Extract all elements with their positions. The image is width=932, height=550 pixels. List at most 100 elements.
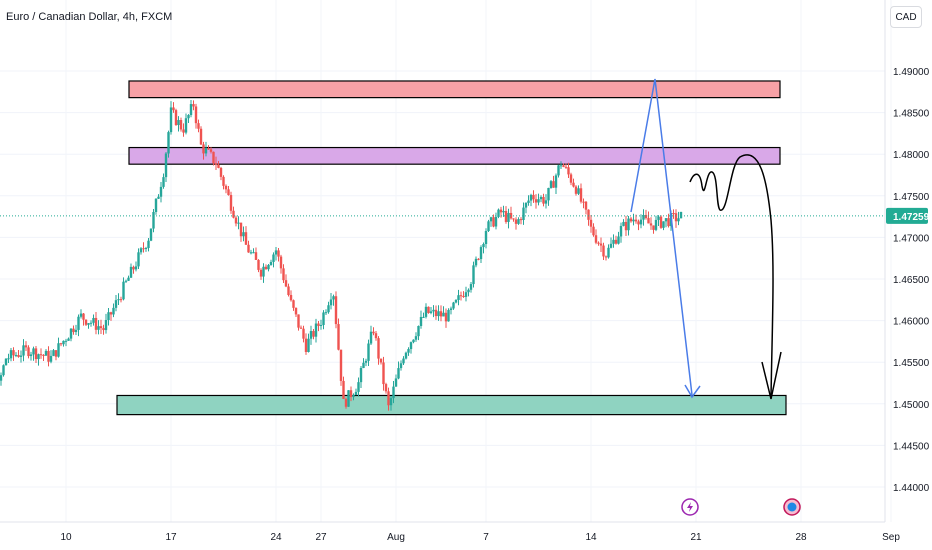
candle-body <box>312 331 315 337</box>
candle-body <box>539 196 543 200</box>
candle-body <box>47 350 50 362</box>
candle-body <box>564 166 568 168</box>
x-tick-label: 10 <box>60 532 72 543</box>
candle-body <box>597 242 600 244</box>
globe-event-icon[interactable] <box>783 498 801 516</box>
candle-body <box>194 106 198 124</box>
candle-body <box>137 252 140 267</box>
event-icons[interactable] <box>681 498 801 516</box>
candle-body <box>37 354 40 360</box>
candle-body <box>177 120 180 126</box>
candle-body <box>282 268 285 281</box>
candle-body <box>397 368 400 379</box>
candle-body <box>59 343 63 345</box>
candle-body <box>227 189 230 196</box>
candle-body <box>537 199 540 203</box>
candle-body <box>352 395 355 398</box>
currency-button[interactable]: CAD <box>890 6 922 28</box>
candle-body <box>279 256 283 269</box>
projection-arrow-blue[interactable] <box>630 78 693 396</box>
candle-body <box>607 247 610 258</box>
candle-body <box>592 226 595 236</box>
candle-body <box>382 362 385 385</box>
candle-body <box>119 299 123 301</box>
candle-body <box>239 222 243 237</box>
x-tick-label: 27 <box>315 532 327 543</box>
candle-body <box>504 211 508 222</box>
candle-body <box>544 200 548 204</box>
candle-body <box>604 256 608 258</box>
candle-body <box>224 185 228 190</box>
candle-body <box>89 322 93 324</box>
resistance-zone-top[interactable] <box>128 80 781 99</box>
candle-body <box>484 230 488 245</box>
candle-body <box>112 307 115 315</box>
candle-body <box>229 195 233 211</box>
candle-body <box>497 209 500 217</box>
y-tick-label: 1.47500 <box>893 192 930 203</box>
candle-body <box>277 250 280 257</box>
candle-body <box>514 219 518 224</box>
candle-body <box>404 352 408 359</box>
candle-body <box>252 252 255 254</box>
candle-body <box>532 194 535 200</box>
candle-body <box>27 347 30 357</box>
candle-body <box>649 223 653 226</box>
candle-body <box>469 284 473 290</box>
candle-body <box>154 198 158 212</box>
candle-body <box>609 243 613 248</box>
candle-body <box>637 221 640 225</box>
candle-body <box>664 218 668 222</box>
price-zones[interactable] <box>116 80 787 416</box>
x-tick-label: 17 <box>165 532 177 543</box>
candle-body <box>487 221 490 231</box>
support-zone-bottom[interactable] <box>116 394 787 416</box>
symbol-title[interactable]: Euro / Canadian Dollar, 4h, FXCM <box>6 11 173 23</box>
candle-body <box>237 222 240 224</box>
candle-body <box>197 123 200 129</box>
candle-body <box>599 243 603 246</box>
candle-body <box>44 350 48 356</box>
y-tick-label: 1.49000 <box>893 67 930 78</box>
x-axis-labels: 10 17 24 27 Aug 7 14 21 28 Sep <box>60 532 900 543</box>
y-tick-label: 1.47000 <box>893 233 930 244</box>
candle-body <box>614 239 618 244</box>
candle-body <box>442 312 445 317</box>
candle-body <box>117 299 120 301</box>
candle-body <box>472 265 475 285</box>
candle-body <box>579 188 583 202</box>
candle-body <box>479 247 483 260</box>
candle-body <box>109 312 113 315</box>
candle-body <box>84 319 88 325</box>
candle-body <box>612 239 615 244</box>
candle-body <box>214 163 218 165</box>
candle-body <box>322 312 325 325</box>
last-price-tag: 1.47259 <box>886 207 930 224</box>
x-tick-label: 24 <box>270 532 282 543</box>
candle-body <box>372 331 375 334</box>
candle-body <box>244 232 248 245</box>
y-axis-labels: 1.49000 1.48500 1.48000 1.47500 1.47000 1.465… <box>893 67 930 494</box>
projection-path-black[interactable] <box>689 154 774 399</box>
candle-body <box>24 345 28 348</box>
candle-body <box>429 311 433 313</box>
candle-body <box>639 219 643 225</box>
candle-body <box>594 235 598 243</box>
candle-body <box>319 324 323 326</box>
candle-body <box>464 292 468 297</box>
candle-body <box>389 398 393 406</box>
y-tick-label: 1.44500 <box>893 441 930 452</box>
lightning-event-icon[interactable] <box>681 498 699 516</box>
candle-body <box>212 151 215 164</box>
analysis-drawings[interactable] <box>630 78 782 400</box>
candle-body <box>619 225 623 237</box>
candle-body <box>467 289 470 293</box>
candle-body <box>674 213 678 222</box>
candle-body <box>577 188 580 194</box>
candle-body <box>12 350 15 356</box>
candle-body <box>572 182 575 187</box>
resistance-zone-mid[interactable] <box>128 146 781 165</box>
last-price-label: 1.47259 <box>893 212 930 223</box>
candle-body <box>219 167 223 177</box>
